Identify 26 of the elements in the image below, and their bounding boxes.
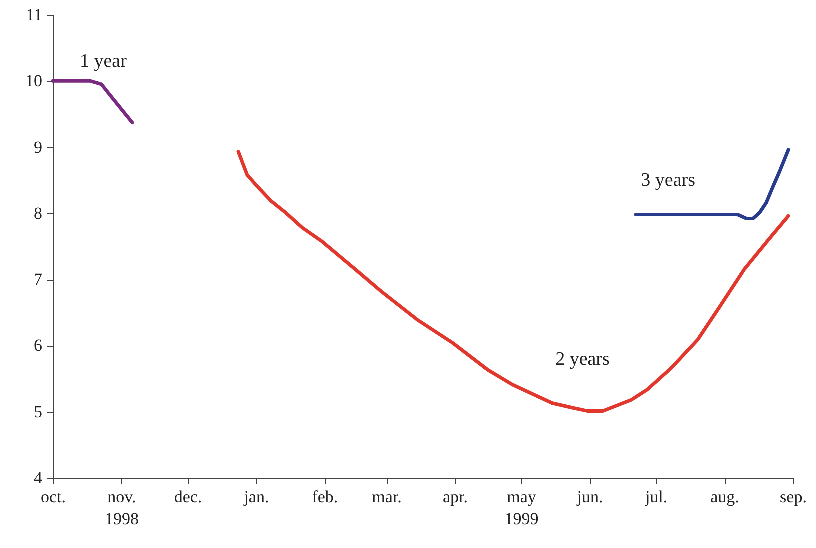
x-tick-label: jan. — [243, 488, 270, 506]
x-tick-label: apr. — [443, 488, 468, 506]
y-tick-label: 5 — [34, 402, 42, 422]
x-tick-label: oct. — [40, 488, 66, 506]
y-tick-label: 6 — [34, 336, 42, 356]
y-tick-label: 4 — [34, 468, 43, 488]
x-tick-label: dec. — [174, 488, 202, 506]
y-tick-label: 9 — [34, 138, 42, 157]
line-series — [51, 79, 134, 125]
series-label: 1 year — [80, 51, 128, 72]
x-tick-label: aug. — [710, 488, 740, 506]
x-tick-label: sep. — [780, 488, 807, 506]
y-tick-label: 10 — [26, 72, 42, 91]
x-tick-label: may 1999 — [504, 488, 539, 528]
x-tick-label: jul. — [644, 488, 668, 506]
line-series — [634, 148, 790, 220]
x-tick-label: feb. — [312, 488, 338, 506]
y-tick-label: 11 — [26, 6, 42, 24]
y-tick-label: 8 — [34, 204, 42, 223]
y-tick-label: 7 — [34, 270, 43, 290]
x-tick-label: jun. — [576, 488, 604, 506]
x-tick-label: nov. 1998 — [104, 488, 139, 528]
x-tick-label: mar. — [372, 488, 402, 506]
line-series — [236, 150, 790, 413]
series-label: 3 years — [641, 170, 696, 191]
series-label: 2 years — [556, 349, 610, 370]
